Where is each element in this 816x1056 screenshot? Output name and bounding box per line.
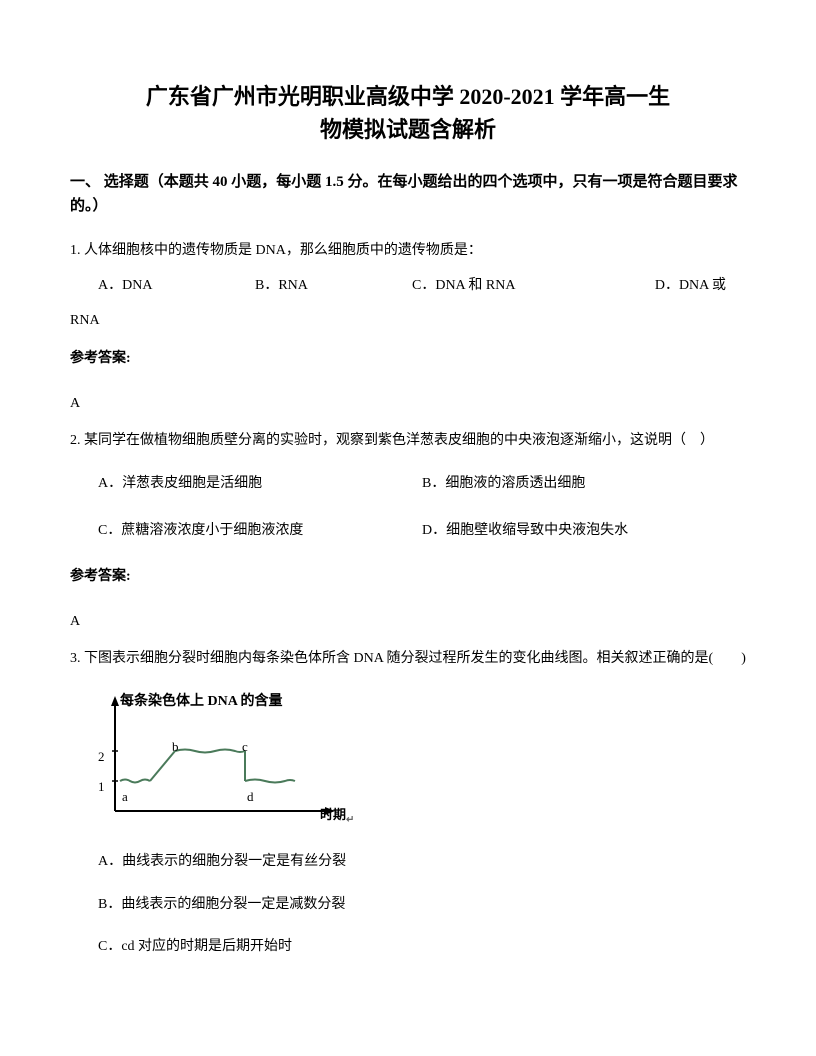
question-1-options: A．DNA B．RNA C．DNA 和 RNA D．DNA 或 (70, 271, 746, 302)
point-c: c (242, 733, 248, 762)
q2-answer-label: 参考答案: (70, 562, 746, 593)
q3-option-a: A．曲线表示的细胞分裂一定是有丝分裂 (98, 847, 746, 878)
q1-option-a: A．DNA (98, 271, 255, 302)
q3-option-b: B．曲线表示的细胞分裂一定是减数分裂 (98, 890, 746, 921)
q3-option-c: C．cd 对应的时期是后期开始时 (98, 932, 746, 963)
chart-y-label: 每条染色体上 DNA 的含量 (120, 687, 283, 718)
point-b: b (172, 733, 179, 762)
q2-answer: A (70, 607, 746, 638)
q1-option-c: C．DNA 和 RNA (412, 271, 569, 302)
dna-chart: 每条染色体上 DNA 的含量 2 1 (90, 691, 370, 831)
q2-option-d: D．细胞壁收缩导致中央液泡失水 (422, 516, 746, 547)
q1-option-b: B．RNA (255, 271, 412, 302)
question-2: 2. 某同学在做植物细胞质壁分离的实验时，观察到紫色洋葱表皮细胞的中央液泡逐渐缩… (70, 426, 746, 638)
question-1: 1. 人体细胞核中的遗传物质是 DNA，那么细胞质中的遗传物质是： A．DNA … (70, 236, 746, 420)
question-3-options: A．曲线表示的细胞分裂一定是有丝分裂 B．曲线表示的细胞分裂一定是减数分裂 C．… (70, 847, 746, 963)
point-a: a (122, 783, 128, 812)
y-tick-1: 1 (98, 773, 105, 802)
q1-option-d: D．DNA 或 (569, 271, 746, 302)
question-1-text: 1. 人体细胞核中的遗传物质是 DNA，那么细胞质中的遗传物质是： (70, 236, 746, 267)
q1-answer-label: 参考答案: (70, 344, 746, 375)
point-d: d (247, 783, 254, 812)
q2-option-c: C．蔗糖溶液浓度小于细胞液浓度 (98, 516, 422, 547)
q1-option-d-continuation: RNA (70, 306, 746, 337)
question-2-options: A．洋葱表皮细胞是活细胞 B．细胞液的溶质透出细胞 C．蔗糖溶液浓度小于细胞液浓… (70, 469, 746, 547)
title-line-2: 物模拟试题含解析 (70, 113, 746, 146)
y-tick-2: 2 (98, 743, 105, 772)
q2-option-b: B．细胞液的溶质透出细胞 (422, 469, 746, 500)
document-title: 广东省广州市光明职业高级中学 2020-2021 学年高一生 物模拟试题含解析 (70, 80, 746, 146)
question-3: 3. 下图表示细胞分裂时细胞内每条染色体所含 DNA 随分裂过程所发生的变化曲线… (70, 644, 746, 963)
q1-answer: A (70, 389, 746, 420)
chart-x-label: 时期↵ (320, 801, 354, 832)
question-2-text: 2. 某同学在做植物细胞质壁分离的实验时，观察到紫色洋葱表皮细胞的中央液泡逐渐缩… (70, 426, 746, 457)
title-line-1: 广东省广州市光明职业高级中学 2020-2021 学年高一生 (70, 80, 746, 113)
q2-option-a: A．洋葱表皮细胞是活细胞 (98, 469, 422, 500)
section-header: 一、 选择题（本题共 40 小题，每小题 1.5 分。在每小题给出的四个选项中，… (70, 170, 746, 218)
question-3-text: 3. 下图表示细胞分裂时细胞内每条染色体所含 DNA 随分裂过程所发生的变化曲线… (70, 644, 746, 675)
